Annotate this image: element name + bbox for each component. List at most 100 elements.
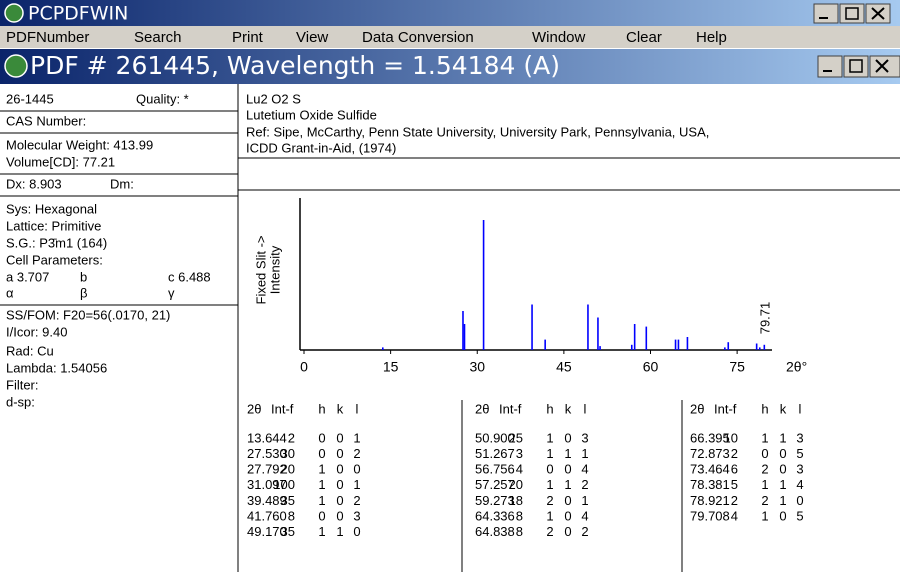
panel-field: Volume[CD]: 77.21 — [6, 154, 115, 169]
table-cell: 0 — [564, 493, 571, 508]
table-cell: 27.792 — [247, 462, 287, 477]
table-cell: 0 — [336, 477, 343, 492]
panel-field: Rad: Cu — [6, 343, 54, 358]
close-button[interactable] — [869, 55, 900, 78]
panel-field: d-sp: — [6, 394, 35, 409]
table-header: k — [780, 401, 787, 416]
inner-window-controls[interactable] — [817, 55, 900, 78]
table-cell: 0 — [761, 446, 768, 461]
x-tick-label: 30 — [469, 359, 485, 375]
table-cell: 0 — [564, 462, 571, 477]
table-cell: 1 — [546, 477, 553, 492]
minimize-button[interactable] — [817, 55, 843, 78]
menu-item[interactable]: View — [296, 29, 328, 46]
panel-field: 26-1445 — [6, 91, 54, 106]
table-header: k — [565, 401, 572, 416]
table-cell: 8 — [288, 508, 295, 523]
header-line: Lutetium Oxide Sulfide — [246, 107, 377, 122]
table-cell: 4 — [581, 508, 588, 523]
close-icon — [871, 7, 885, 20]
table-cell: 0 — [336, 430, 343, 445]
table-cell: 3 — [516, 446, 523, 461]
table-cell: 4 — [796, 477, 803, 492]
table-cell: 25 — [509, 430, 523, 445]
panel-field: SS/FOM: F20=56(.0170, 21) — [6, 307, 170, 322]
menu-item[interactable]: Window — [532, 29, 586, 46]
minimize-button[interactable] — [813, 3, 839, 24]
window-controls[interactable] — [813, 3, 891, 24]
table-cell: 2 — [731, 493, 738, 508]
header-line: ICDD Grant-in-Aid, (1974) — [246, 140, 396, 155]
table-header: l — [584, 401, 587, 416]
y-axis-label: Intensity — [267, 245, 282, 294]
table-cell: 3 — [796, 462, 803, 477]
table-cell: 0 — [353, 462, 360, 477]
table-header: 2θ — [247, 401, 261, 416]
table-cell: 0 — [779, 462, 786, 477]
table-cell: 1 — [546, 430, 553, 445]
doc-icon — [4, 54, 28, 78]
table-cell: 3 — [581, 430, 588, 445]
menu-item[interactable]: Print — [232, 29, 264, 46]
table-cell: 18 — [509, 493, 523, 508]
table-cell: 3 — [353, 508, 360, 523]
table-cell: 2 — [581, 524, 588, 539]
table-cell: 51.267 — [475, 446, 515, 461]
table-cell: 0 — [318, 508, 325, 523]
table-header: Int-f — [271, 401, 294, 416]
table-cell: 6 — [731, 462, 738, 477]
table-cell: 2 — [546, 524, 553, 539]
menu-item[interactable]: PDFNumber — [6, 29, 89, 46]
table-cell: 2 — [761, 462, 768, 477]
table-cell: 1 — [318, 493, 325, 508]
table-cell: 1 — [581, 446, 588, 461]
close-icon — [875, 59, 889, 73]
table-cell: 0 — [564, 430, 571, 445]
table-cell: 1 — [353, 477, 360, 492]
header-line: Lu2 O2 S — [246, 91, 301, 106]
panel-field: Filter: — [6, 377, 39, 392]
table-cell: 1 — [761, 477, 768, 492]
maximize-button[interactable] — [839, 3, 865, 24]
table-cell: 30 — [281, 446, 295, 461]
left-panel: 26-1445 Quality: * CAS Number: Molecular We… — [0, 91, 238, 409]
panel-field: Dm: — [110, 176, 134, 191]
table-header: 2θ — [475, 401, 489, 416]
table-header: 2θ — [690, 401, 704, 416]
panel-field: c 6.488 — [168, 269, 211, 284]
table-cell: 0 — [564, 524, 571, 539]
table-cell: 1 — [581, 493, 588, 508]
table-cell: 0 — [318, 446, 325, 461]
table-cell: 0 — [779, 508, 786, 523]
menu-item[interactable]: Data Conversion — [362, 29, 474, 46]
table-cell: 1 — [318, 524, 325, 539]
maximize-icon — [845, 7, 859, 20]
table-cell: 64.838 — [475, 524, 515, 539]
table-cell: 73.464 — [690, 462, 730, 477]
title-bar — [0, 0, 900, 26]
table-cell: 8 — [516, 508, 523, 523]
menu-item[interactable]: Clear — [626, 29, 662, 46]
inner-title-bar — [0, 49, 900, 84]
table-cell: 1 — [318, 462, 325, 477]
table-cell: 4 — [731, 508, 738, 523]
table-cell: 3 — [796, 430, 803, 445]
menu-item[interactable]: Help — [696, 29, 727, 46]
menu-item[interactable]: Search — [134, 29, 182, 46]
panel-field: CAS Number: — [6, 113, 86, 128]
panel-field: Sys: Hexagonal — [6, 201, 97, 216]
peak-annotation: 79.71 — [757, 302, 772, 335]
table-cell: 1 — [761, 430, 768, 445]
table-cell: 57.257 — [475, 477, 515, 492]
table-cell: 0 — [564, 508, 571, 523]
table-cell: 39.489 — [247, 493, 287, 508]
table-cell: 1 — [779, 430, 786, 445]
table-cell: 0 — [336, 508, 343, 523]
table-cell: 1 — [353, 430, 360, 445]
x-tick-label: 45 — [556, 359, 572, 375]
table-cell: 1 — [546, 508, 553, 523]
table-cell: 27.530 — [247, 446, 287, 461]
maximize-button[interactable] — [843, 55, 869, 78]
